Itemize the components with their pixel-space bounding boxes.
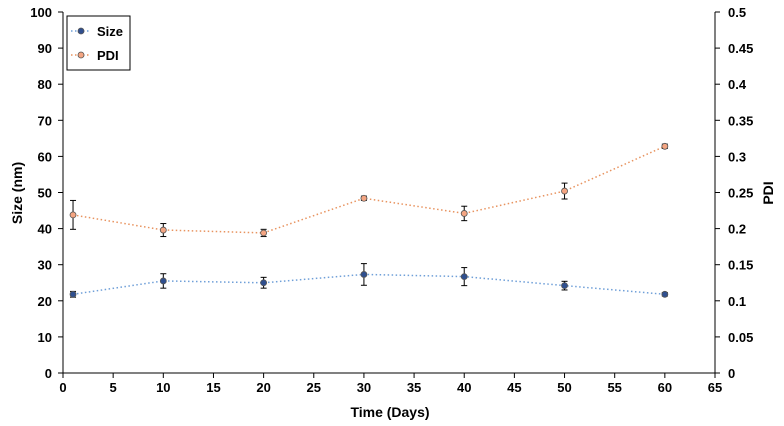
y-tick-label: 50 <box>38 186 52 201</box>
data-point-pdi <box>661 142 669 150</box>
y2-tick-label: 0.4 <box>728 77 747 92</box>
x-tick-label: 60 <box>658 380 672 395</box>
x-tick-label: 5 <box>110 380 117 395</box>
y2-tick-label: 0.05 <box>728 330 753 345</box>
y2-tick-label: 0.25 <box>728 186 753 201</box>
y-tick-label: 0 <box>45 366 52 381</box>
y-tick-label: 40 <box>38 222 52 237</box>
legend-label: PDI <box>97 48 119 63</box>
x-tick-label: 15 <box>206 380 220 395</box>
data-point-pdi <box>260 229 268 237</box>
data-point-size <box>561 282 568 290</box>
data-point-pdi <box>561 187 568 195</box>
data-points <box>69 142 669 298</box>
series-line-pdi <box>72 145 666 234</box>
y2-tick-label: 0 <box>728 366 735 381</box>
x-axis-title: Time (Days) <box>350 404 429 420</box>
y-tick-label: 10 <box>38 330 52 345</box>
y-tick-label: 90 <box>38 41 52 56</box>
data-point-size <box>159 277 167 285</box>
legend-box <box>66 15 131 71</box>
series-lines <box>72 145 666 296</box>
y-tick-label: 80 <box>38 77 52 92</box>
legend-marker <box>77 27 85 35</box>
y2-tick-label: 0.35 <box>728 113 753 128</box>
ticks: 0 5 10 15 20 25 30 35 40 45 50 55 60 65 0 10 20 30 40 50 60 7… <box>30 5 753 395</box>
y2-tick-label: 0.1 <box>728 294 746 309</box>
axes <box>62 12 716 374</box>
data-point-pdi <box>159 226 167 234</box>
y2-tick-label: 0.3 <box>728 149 746 164</box>
data-point-pdi <box>360 194 368 202</box>
x-tick-label: 35 <box>407 380 421 395</box>
x-tick-label: 40 <box>457 380 471 395</box>
series-line-size <box>72 273 665 296</box>
y2-tick-label: 0.15 <box>728 258 753 273</box>
y-tick-label: 20 <box>38 294 52 309</box>
data-point-size <box>260 279 268 287</box>
data-point-size <box>360 271 368 278</box>
data-point-pdi <box>460 210 468 217</box>
x-tick-label: 30 <box>357 380 371 395</box>
x-tick-label: 45 <box>507 380 521 395</box>
x-tick-label: 25 <box>307 380 321 395</box>
data-point-size <box>661 290 669 298</box>
x-tick-label: 55 <box>607 380 621 395</box>
legend-label: Size <box>97 24 123 39</box>
y-tick-label: 30 <box>38 258 52 273</box>
y-tick-label: 70 <box>38 113 52 128</box>
y2-tick-label: 0.5 <box>728 5 746 20</box>
y2-tick-label: 0.45 <box>728 41 753 56</box>
x-tick-label: 0 <box>59 380 66 395</box>
data-point-size <box>69 290 77 298</box>
legend: Size PDI <box>66 15 131 71</box>
y-tick-label: 60 <box>38 149 52 164</box>
y-axis-title: Size (nm) <box>9 162 25 224</box>
x-tick-label: 20 <box>256 380 270 395</box>
data-point-size <box>460 273 468 281</box>
y-tick-label: 100 <box>30 5 52 20</box>
y2-axis-title: PDI <box>760 181 776 204</box>
x-tick-label: 10 <box>156 380 170 395</box>
y2-tick-label: 0.2 <box>728 222 746 237</box>
data-point-pdi <box>69 211 77 219</box>
legend-marker <box>77 51 85 59</box>
x-tick-label: 65 <box>708 380 722 395</box>
x-tick-label: 50 <box>557 380 571 395</box>
